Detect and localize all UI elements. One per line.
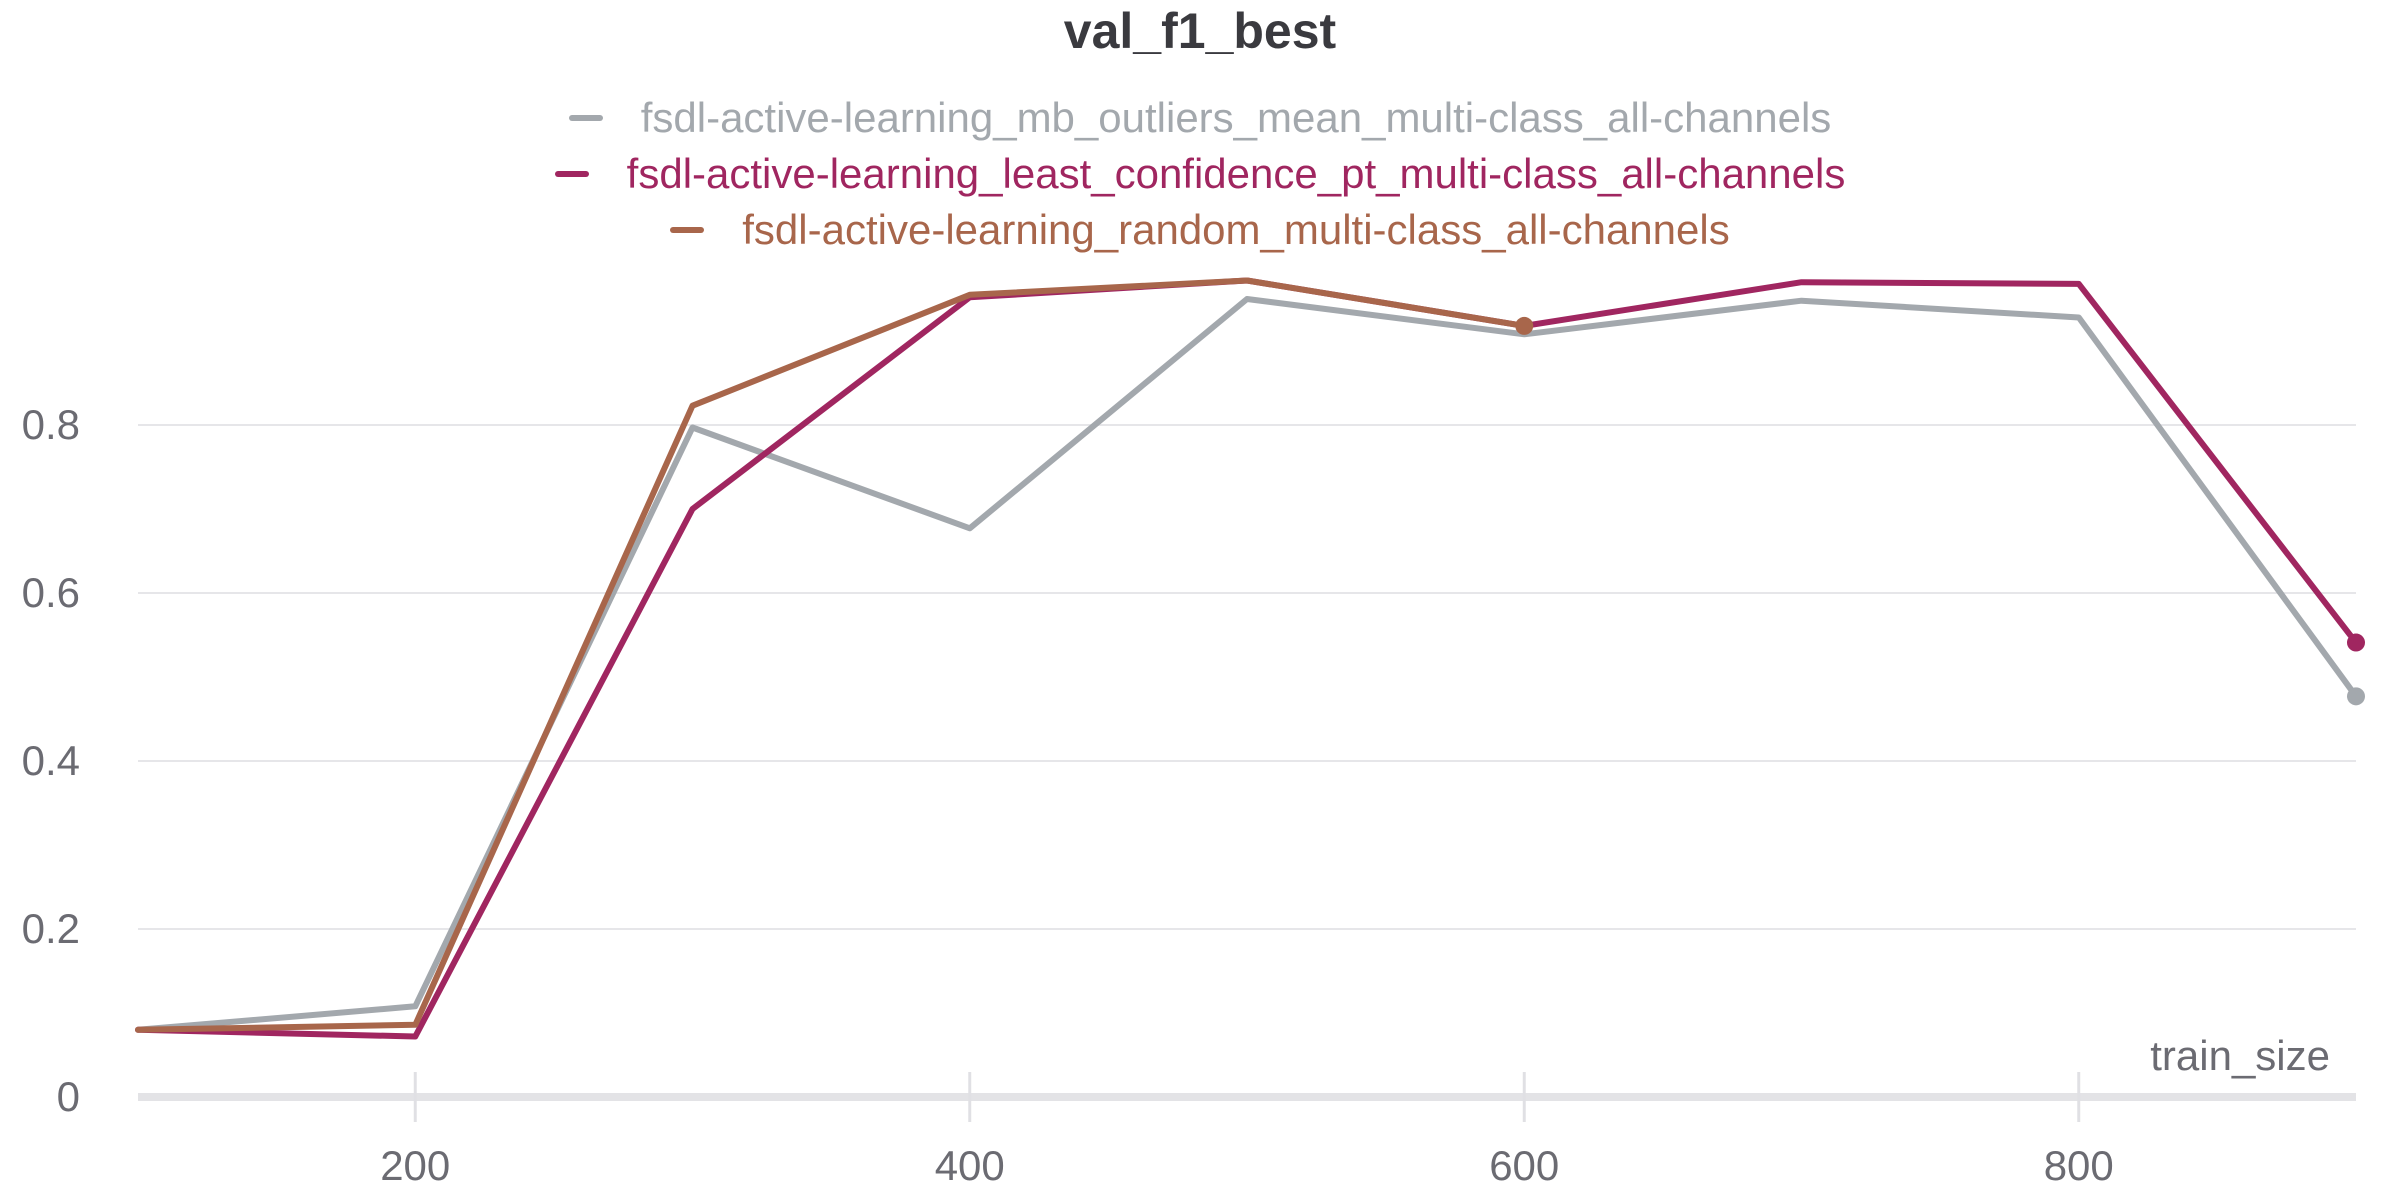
legend-swatch-random xyxy=(670,227,705,233)
legend-label-random: fsdl-active-learning_random_multi-class_… xyxy=(742,206,1730,253)
x-tick-label: 200 xyxy=(380,1142,450,1189)
series-line-1[interactable] xyxy=(135,277,2359,1040)
y-tick-label: 0.6 xyxy=(22,569,80,616)
legend-item-random[interactable]: fsdl-active-learning_random_multi-class_… xyxy=(0,202,2400,258)
legend-label-mb-outliers: fsdl-active-learning_mb_outliers_mean_mu… xyxy=(640,94,1832,141)
legend-item-least-confidence[interactable]: fsdl-active-learning_least_confidence_pt… xyxy=(0,146,2400,202)
series-end-point-0[interactable] xyxy=(2347,687,2365,706)
y-tick-label: 0.8 xyxy=(22,401,80,448)
legend-swatch-least-confidence xyxy=(554,171,589,177)
series-end-point-2[interactable] xyxy=(1515,316,1534,335)
legend-item-mb-outliers[interactable]: fsdl-active-learning_mb_outliers_mean_mu… xyxy=(0,90,2400,146)
legend-label-least-confidence: fsdl-active-learning_least_confidence_pt… xyxy=(626,150,1846,197)
legend-swatch-mb-outliers xyxy=(568,115,603,121)
x-tick-label: 400 xyxy=(935,1142,1005,1189)
series-line-2[interactable] xyxy=(135,277,1528,1033)
series-line-0[interactable] xyxy=(135,296,2359,1033)
y-tick-label: 0 xyxy=(57,1073,80,1120)
axis-labels: 0 0.2 0.4 0.6 0.8 200 400 600 800 train_size xyxy=(22,401,2330,1189)
y-tick-label: 0.4 xyxy=(22,737,80,784)
legend: fsdl-active-learning_mb_outliers_mean_mu… xyxy=(0,90,2400,258)
x-tick-label: 600 xyxy=(1489,1142,1559,1189)
grid-lines xyxy=(138,424,2356,930)
series-end-point-1[interactable] xyxy=(2347,633,2365,652)
x-axis-title: train_size xyxy=(2150,1032,2330,1079)
series-lines xyxy=(135,277,2365,1040)
y-tick-label: 0.2 xyxy=(22,905,80,952)
x-axis xyxy=(138,1072,2356,1122)
x-tick-label: 800 xyxy=(2044,1142,2114,1189)
chart-title: val_f1_best xyxy=(1063,3,1337,59)
